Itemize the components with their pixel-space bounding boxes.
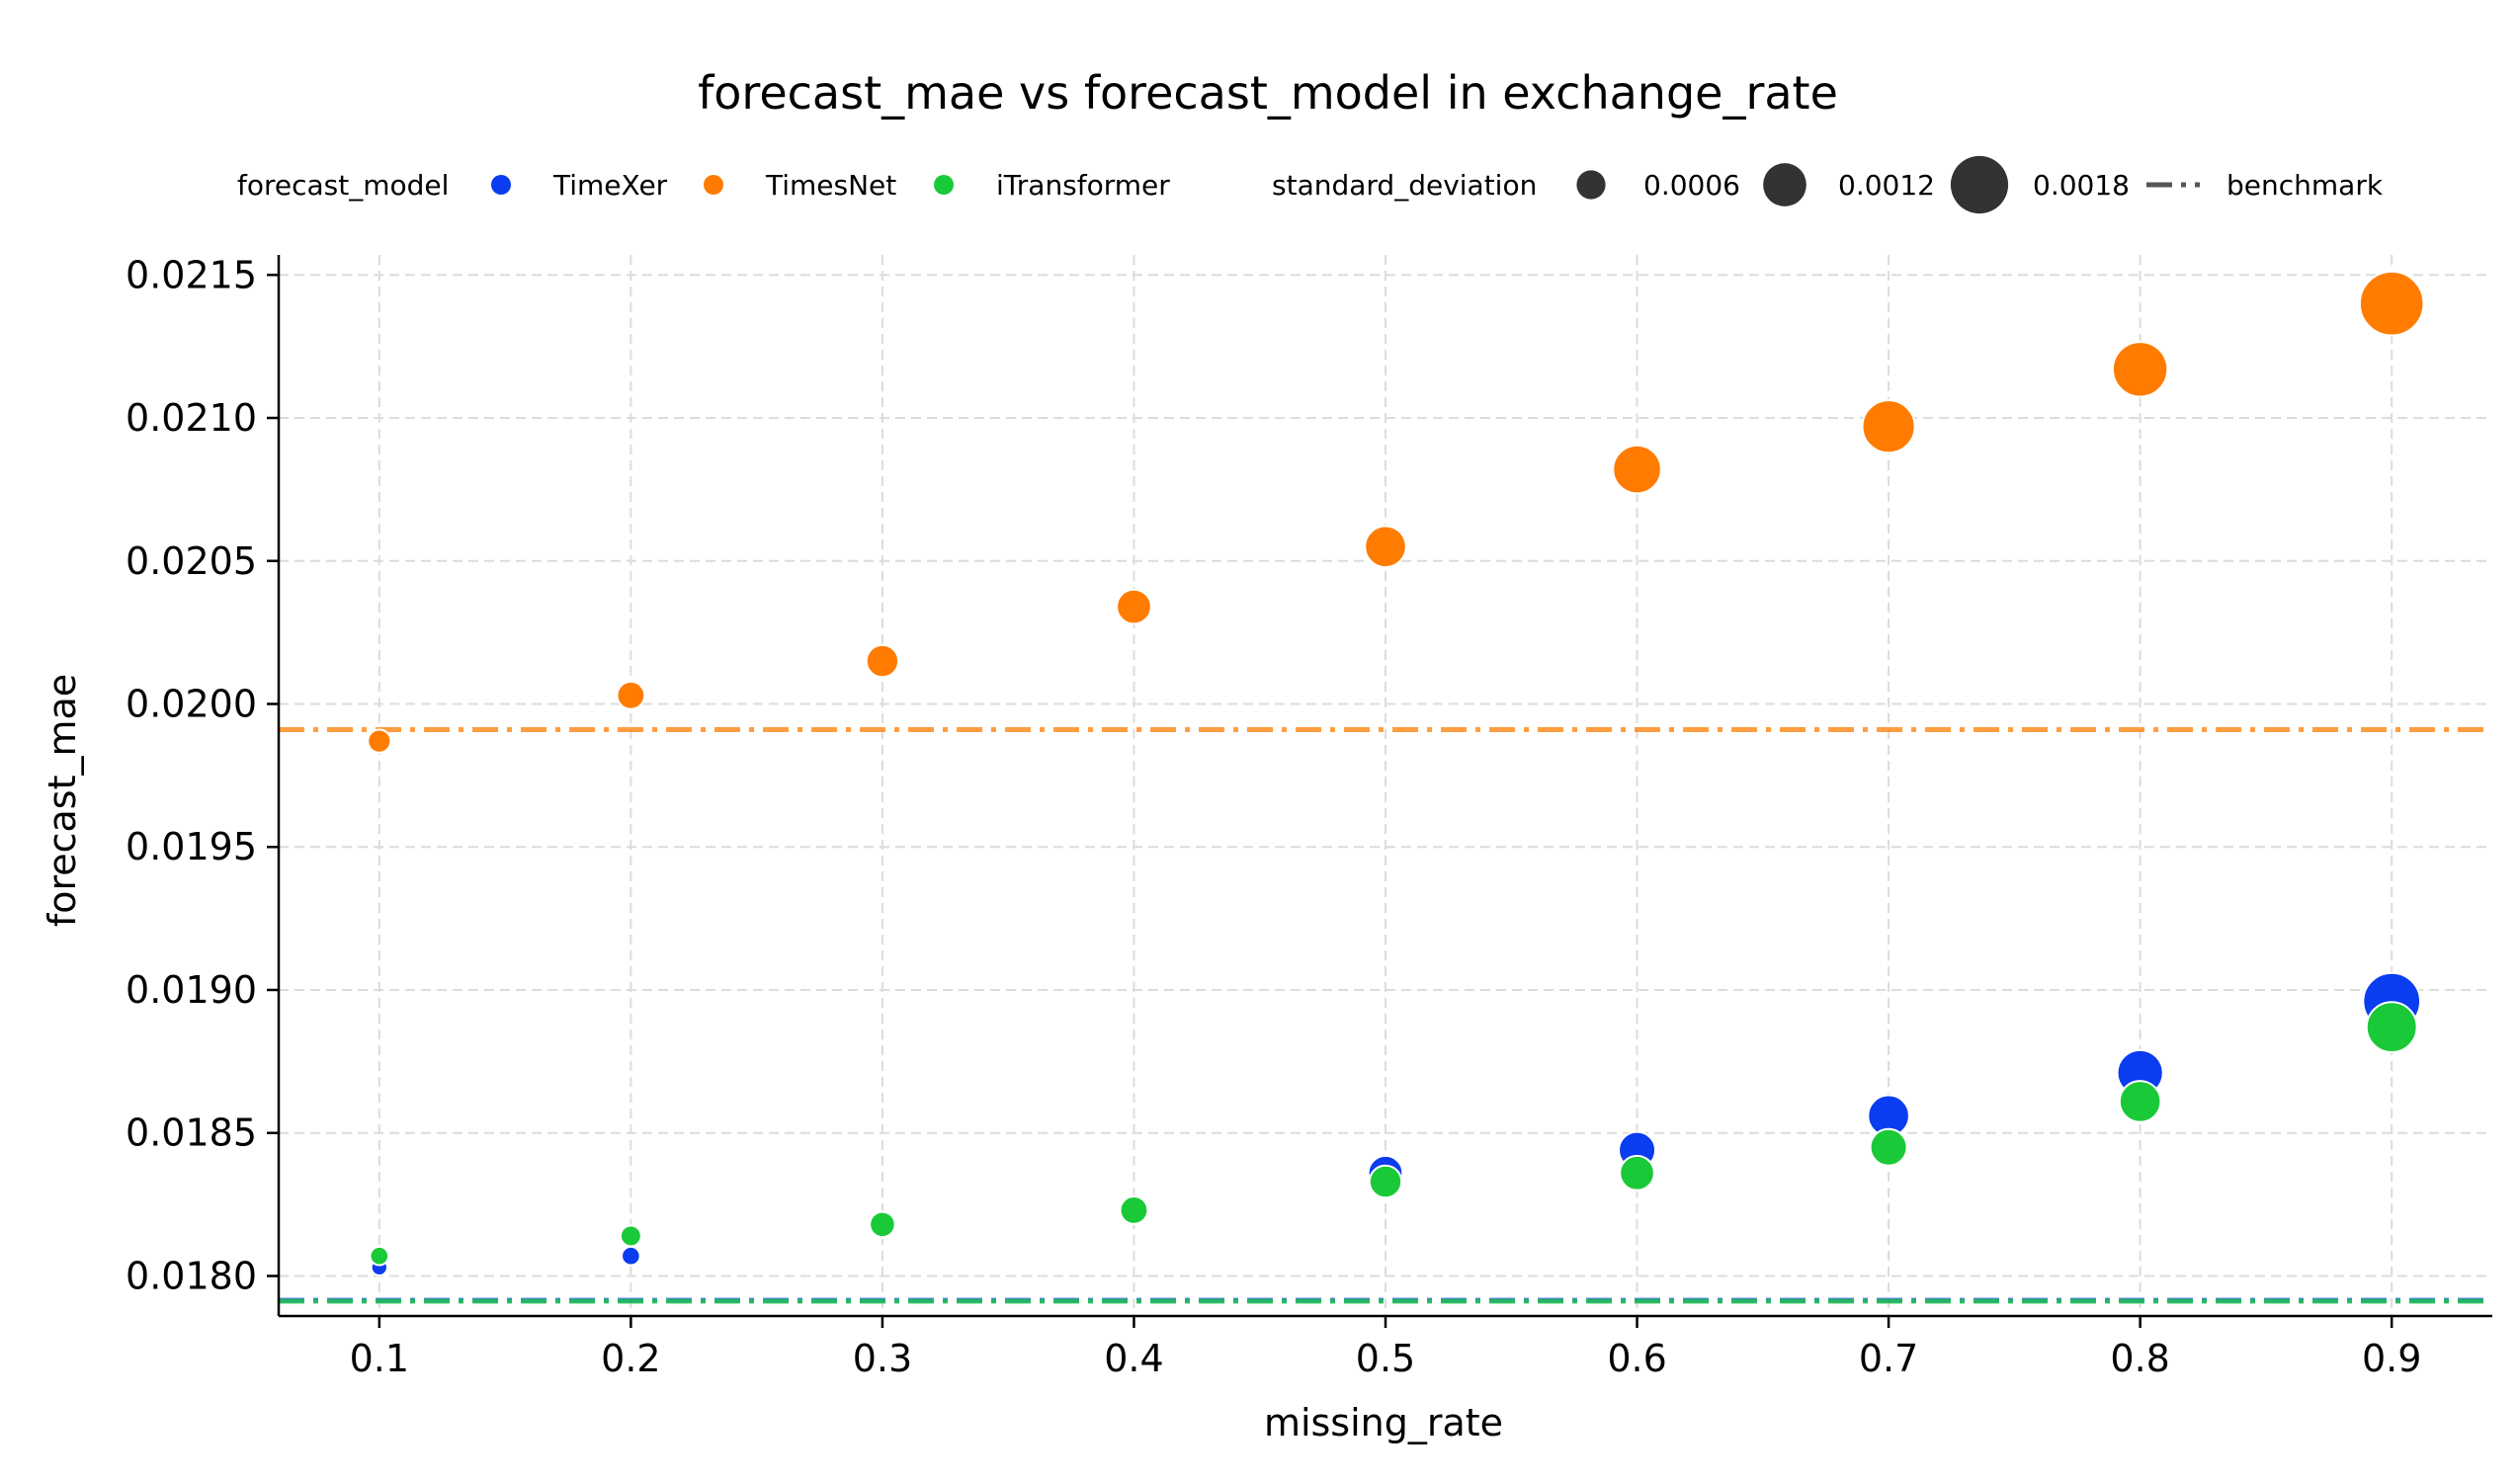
y-tick-label: 0.0185 bbox=[126, 1112, 257, 1155]
point-timesnet bbox=[616, 680, 646, 710]
point-itransformer bbox=[1869, 1127, 1908, 1167]
point-itransformer bbox=[1619, 1154, 1655, 1192]
point-itransformer bbox=[619, 1224, 642, 1248]
x-tick-label: 0.1 bbox=[350, 1337, 409, 1380]
point-itransformer bbox=[2365, 1001, 2418, 1054]
x-tick-label: 0.6 bbox=[1607, 1337, 1666, 1380]
y-tick-label: 0.0200 bbox=[126, 682, 257, 725]
point-timesnet bbox=[1612, 444, 1662, 495]
legend-marker-timexer bbox=[491, 175, 511, 195]
legend-label-itransformer: iTransformer bbox=[996, 169, 1170, 202]
legend-size-marker bbox=[1763, 163, 1806, 206]
point-itransformer bbox=[1119, 1194, 1149, 1225]
legend-size-label: 0.0018 bbox=[2033, 169, 2130, 202]
legend-marker-timesnet bbox=[704, 175, 723, 195]
legend-label-timexer: TimeXer bbox=[552, 169, 668, 202]
point-itransformer bbox=[1368, 1164, 1403, 1199]
y-tick-label: 0.0190 bbox=[126, 968, 257, 1012]
legend-size-marker bbox=[1576, 170, 1606, 200]
benchmark-lines bbox=[279, 727, 2492, 1304]
y-tick-label: 0.0195 bbox=[126, 825, 257, 868]
point-timesnet bbox=[1116, 588, 1152, 625]
point-timesnet bbox=[367, 728, 392, 754]
y-tick-label: 0.0205 bbox=[126, 539, 257, 583]
legend-label-timesnet: TimesNet bbox=[765, 169, 896, 202]
x-axis-label: missing_rate bbox=[1264, 1401, 1503, 1444]
x-tick-label: 0.5 bbox=[1356, 1337, 1415, 1380]
x-tick-label: 0.9 bbox=[2362, 1337, 2421, 1380]
x-tick-label: 0.7 bbox=[1859, 1337, 1918, 1380]
y-tick-label: 0.0180 bbox=[126, 1254, 257, 1297]
y-tick-label: 0.0215 bbox=[126, 253, 257, 296]
point-timesnet bbox=[865, 643, 900, 679]
x-tick-label: 0.3 bbox=[853, 1337, 912, 1380]
legend: forecast_model TimeXer TimesNet iTransforme… bbox=[237, 155, 2384, 214]
point-timesnet bbox=[1861, 399, 1916, 454]
legend-benchmark-label: benchmark bbox=[2226, 169, 2384, 202]
legend-size-label: 0.0006 bbox=[1643, 169, 1740, 202]
point-timesnet bbox=[2111, 341, 2169, 398]
x-tick-label: 0.4 bbox=[1104, 1337, 1163, 1380]
point-timexer bbox=[621, 1245, 641, 1267]
legend-size-label: 0.0012 bbox=[1838, 169, 1935, 202]
tick-labels: 0.1 0.2 0.3 0.4 0.5 0.6 0.7 0.8 0.9 0.0180 0.0185 0… bbox=[126, 253, 2421, 1380]
legend-size-marker bbox=[1950, 155, 2009, 214]
x-tick-label: 0.2 bbox=[601, 1337, 660, 1380]
point-timesnet bbox=[2358, 270, 2425, 337]
point-itransformer bbox=[869, 1210, 896, 1239]
point-itransformer bbox=[2118, 1080, 2162, 1123]
data-points bbox=[367, 270, 2425, 1276]
x-tick-label: 0.8 bbox=[2110, 1337, 2169, 1380]
y-tick-label: 0.0210 bbox=[126, 396, 257, 440]
legend-size-title: standard_deviation bbox=[1272, 169, 1537, 202]
chart-title: forecast_mae vs forecast_model in exchan… bbox=[698, 66, 1838, 120]
point-timesnet bbox=[1364, 525, 1407, 569]
legend-hue-title: forecast_model bbox=[237, 169, 449, 202]
legend-marker-itransformer bbox=[934, 175, 954, 195]
point-itransformer bbox=[369, 1245, 390, 1267]
y-axis-label: forecast_mae bbox=[41, 674, 84, 927]
